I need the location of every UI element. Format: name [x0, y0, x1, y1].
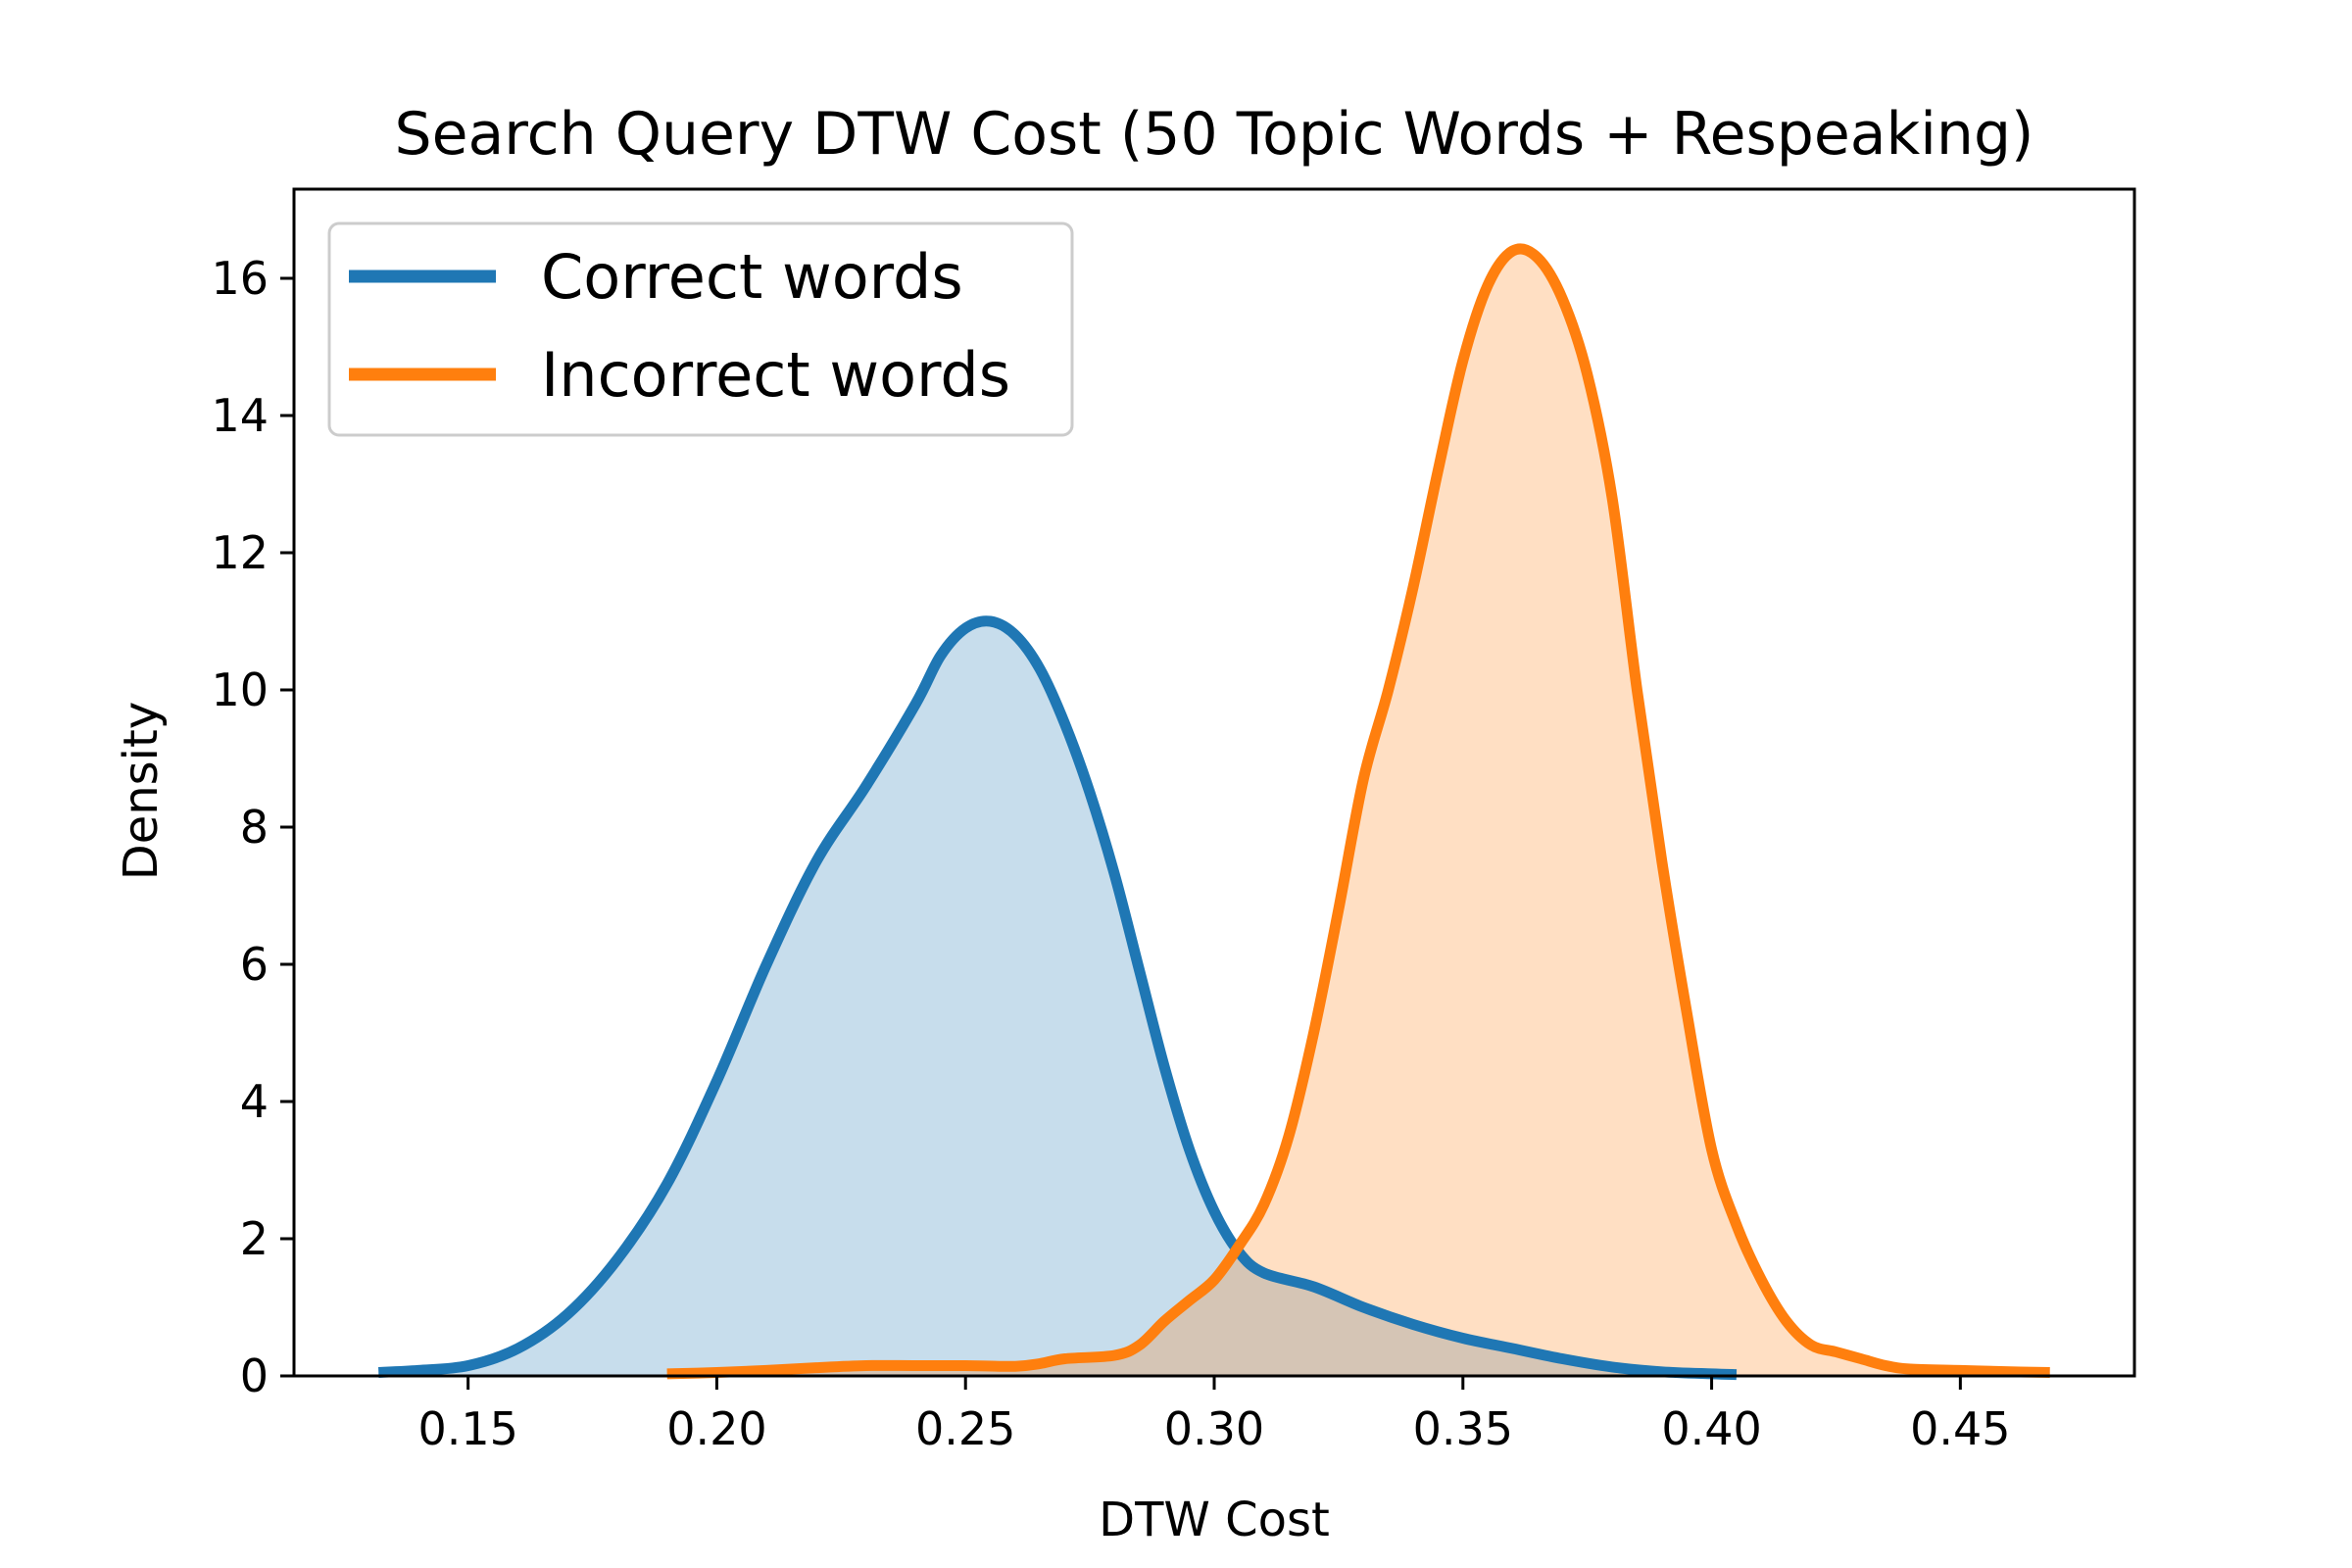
y-tick-label: 10	[211, 663, 269, 716]
y-tick-label: 2	[240, 1212, 269, 1265]
y-tick-label: 14	[211, 389, 269, 442]
y-tick-label: 16	[211, 252, 269, 305]
x-tick-label: 0.15	[417, 1402, 517, 1455]
y-axis-label: Density	[114, 702, 169, 880]
legend: Correct words Incorrect words	[327, 221, 1074, 437]
y-tick-label: 12	[211, 526, 269, 579]
y-tick-label: 4	[240, 1075, 269, 1128]
x-tick-label: 0.30	[1164, 1402, 1264, 1455]
x-tick-label: 0.40	[1661, 1402, 1761, 1455]
line-layer	[378, 243, 2050, 1381]
x-axis: 0.15 0.20 0.25 0.30 0.35 0.40 0.45	[417, 1376, 2011, 1455]
x-tick-label: 0.20	[666, 1402, 766, 1455]
legend-label-incorrect-words: Incorrect words	[541, 339, 1010, 411]
y-axis: 0 2 4 6 8 10 12 14 16	[211, 252, 294, 1402]
x-axis-label: DTW Cost	[1099, 1493, 1330, 1547]
x-tick-label: 0.45	[1910, 1402, 2010, 1455]
series-line-incorrect-words	[666, 243, 2050, 1380]
y-tick-label: 8	[240, 801, 269, 854]
series-line-correct-words	[378, 615, 1738, 1381]
series-fill-correct-words	[378, 620, 1737, 1376]
legend-label-correct-words: Correct words	[541, 241, 963, 313]
x-tick-label: 0.25	[915, 1402, 1015, 1455]
y-tick-label: 6	[240, 938, 269, 991]
legend-box	[327, 221, 1074, 437]
y-tick-label: 0	[240, 1349, 269, 1402]
chart-title: Search Query DTW Cost (50 Topic Words + …	[395, 100, 2034, 169]
x-tick-label: 0.35	[1413, 1402, 1513, 1455]
